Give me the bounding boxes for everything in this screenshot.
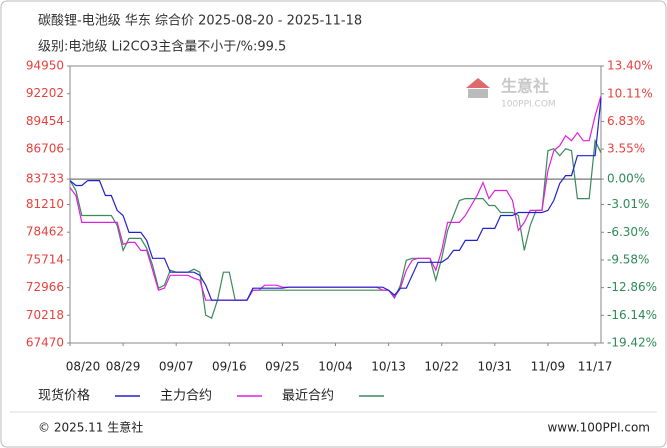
y-tick-label: 70218 <box>26 308 64 322</box>
y2-tick-label: -9.58% <box>607 252 649 266</box>
x-tick-label: 10/22 <box>424 360 459 374</box>
legend-label: 主力合约 <box>160 389 212 404</box>
y2-tick-label: 3.55% <box>607 142 645 156</box>
footer-left: © 2025.11 生意社 <box>38 420 143 435</box>
x-tick-label: 10/13 <box>371 360 406 374</box>
watermark-logo <box>466 78 490 98</box>
x-tick-label: 09/25 <box>265 360 300 374</box>
y-tick-label: 78462 <box>26 225 64 239</box>
y-tick-label: 72966 <box>26 280 64 294</box>
y2-tick-label: 0.00% <box>607 172 645 186</box>
x-tick-label: 08/20 <box>66 360 101 374</box>
y2-tick-label: -3.01% <box>607 197 649 211</box>
y2-tick-label: -19.42% <box>607 336 657 350</box>
footer-right: www.100PPI.com <box>547 421 650 435</box>
y-tick-label: 75714 <box>26 252 64 266</box>
watermark-sub: 100PPI.COM <box>501 100 556 110</box>
y-tick-label: 81210 <box>26 197 64 211</box>
y-tick-label: 89454 <box>26 114 64 128</box>
x-tick-label: 11/09 <box>531 360 566 374</box>
y2-tick-label: -12.86% <box>607 280 657 294</box>
y2-tick-label: 10.11% <box>607 86 653 100</box>
y-tick-label: 67470 <box>26 336 64 350</box>
x-tick-label: 10/31 <box>478 360 513 374</box>
y-tick-label: 83733 <box>26 172 64 186</box>
y-tick-label: 92202 <box>26 86 64 100</box>
x-tick-label: 11/17 <box>578 360 613 374</box>
y-tick-label: 86706 <box>26 142 64 156</box>
legend-label: 最近合约 <box>282 389 334 404</box>
legend-label: 现货价格 <box>38 388 90 404</box>
y2-tick-label: 13.40% <box>607 59 653 73</box>
y-tick-label: 94950 <box>26 59 64 73</box>
y2-tick-label: 6.83% <box>607 114 645 128</box>
x-tick-label: 10/04 <box>318 360 353 374</box>
x-tick-label: 09/07 <box>159 360 194 374</box>
y2-tick-label: -16.14% <box>607 308 657 322</box>
x-tick-label: 09/16 <box>212 360 247 374</box>
chart-subtitle: 级别:电池级 Li2CO3主含量不小于/%:99.5 <box>38 39 286 55</box>
watermark: 生意社 <box>501 77 549 96</box>
x-tick-label: 08/29 <box>106 360 141 374</box>
y2-tick-label: -6.30% <box>607 225 649 239</box>
series-line <box>69 97 602 301</box>
chart-title: 碳酸锂-电池级 华东 综合价 2025-08-20 - 2025-11-18 <box>38 14 362 29</box>
